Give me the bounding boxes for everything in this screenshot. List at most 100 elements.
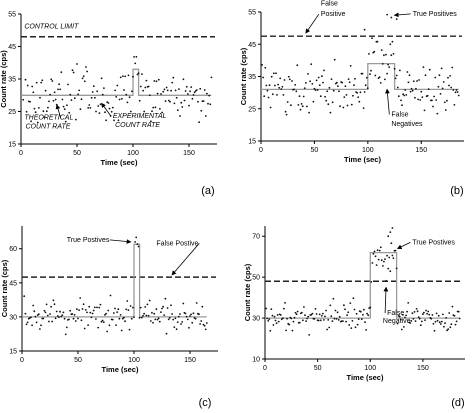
data-point <box>450 323 453 326</box>
data-point <box>303 87 306 89</box>
y-tick-label: 55 <box>248 10 256 17</box>
data-point <box>113 119 115 122</box>
data-point <box>155 80 158 83</box>
data-point <box>432 322 435 325</box>
data-point <box>447 328 450 330</box>
x-tick-label: 50 <box>73 150 81 157</box>
y-axis-label: Count rate (cps) <box>0 50 8 108</box>
data-point <box>280 88 283 90</box>
data-point <box>84 309 87 311</box>
data-point <box>103 87 105 89</box>
data-point <box>115 324 117 326</box>
data-point <box>201 305 204 308</box>
data-point <box>24 312 27 315</box>
data-point <box>134 241 137 243</box>
data-point <box>344 308 346 311</box>
data-point <box>324 95 326 98</box>
data-point <box>295 313 298 316</box>
data-point <box>409 322 412 324</box>
data-point <box>363 28 366 31</box>
data-point <box>153 312 156 315</box>
data-point <box>306 105 308 108</box>
data-point <box>293 316 296 319</box>
data-point <box>272 324 275 326</box>
data-point <box>406 71 409 73</box>
y-axis-label: Count rate (cps) <box>239 47 248 105</box>
x-tick-label: 50 <box>314 365 322 372</box>
annotation-label: False <box>391 111 408 118</box>
data-point <box>426 312 428 315</box>
data-point <box>24 78 27 81</box>
data-point <box>181 106 184 108</box>
data-point <box>377 258 380 261</box>
data-point <box>104 314 106 316</box>
data-point <box>428 313 431 316</box>
data-point <box>137 72 140 75</box>
data-point <box>339 105 341 108</box>
data-point <box>99 303 102 306</box>
data-point <box>314 89 317 91</box>
data-point <box>39 96 41 99</box>
annotation-label: EXPERIMENTAL <box>113 113 167 120</box>
data-point <box>198 121 201 124</box>
data-point <box>288 78 291 81</box>
data-point <box>32 91 35 94</box>
data-point <box>60 315 63 318</box>
data-point <box>50 305 52 308</box>
data-point <box>401 104 403 107</box>
data-point <box>357 96 360 98</box>
data-point <box>25 323 28 326</box>
data-point <box>269 329 272 332</box>
data-point <box>319 319 322 322</box>
data-point <box>204 328 207 331</box>
data-point <box>97 326 100 329</box>
data-point <box>397 95 400 98</box>
data-point <box>442 81 445 83</box>
data-point <box>48 320 50 323</box>
data-point <box>328 86 331 89</box>
data-point <box>120 329 123 332</box>
data-point <box>354 77 356 80</box>
data-point <box>407 81 410 84</box>
data-point <box>399 318 402 321</box>
data-point <box>394 249 397 252</box>
data-point <box>403 326 405 328</box>
data-point <box>101 93 104 96</box>
data-point <box>133 56 136 58</box>
data-point <box>185 85 188 88</box>
data-point <box>176 321 179 323</box>
data-point <box>182 302 185 305</box>
data-point <box>291 329 294 332</box>
data-point <box>368 53 370 55</box>
x-tick-label: 100 <box>127 150 139 157</box>
data-point <box>123 89 125 91</box>
data-point <box>138 99 141 102</box>
data-point <box>174 89 177 92</box>
data-point <box>37 313 40 316</box>
data-point <box>386 13 388 16</box>
data-point <box>451 305 454 308</box>
data-point <box>77 93 79 96</box>
data-point <box>320 314 323 317</box>
data-point <box>329 304 332 307</box>
data-point <box>95 110 97 113</box>
data-point <box>347 311 350 314</box>
y-axis-label: Count rate (cps) <box>0 259 9 317</box>
data-point <box>189 315 191 317</box>
data-point <box>96 90 99 93</box>
chart-panel-1: 15 25 35 45 55 0 50 100 150 Time (sec) Count rate … <box>0 12 217 197</box>
y-tick-label: 25 <box>248 106 256 113</box>
data-point <box>112 312 115 314</box>
data-point <box>94 96 96 99</box>
data-point <box>418 317 421 320</box>
data-point <box>442 313 444 316</box>
data-point <box>383 54 385 57</box>
data-point <box>154 106 157 109</box>
data-point <box>192 94 195 96</box>
theoretical-count-rate-line <box>22 243 207 318</box>
data-point <box>188 104 190 107</box>
data-point <box>183 99 186 102</box>
data-point <box>72 71 75 74</box>
data-point <box>114 307 116 310</box>
data-point <box>114 89 116 92</box>
